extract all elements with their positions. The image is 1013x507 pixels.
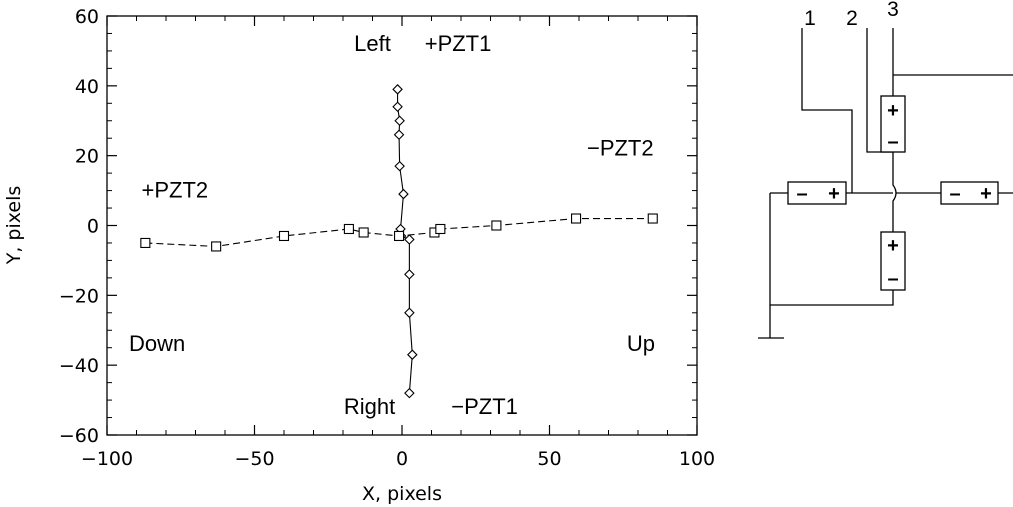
diamond-point	[394, 115, 405, 127]
diamond-point	[394, 160, 405, 172]
wire-bottom	[769, 193, 894, 306]
y-tick-label: 60	[75, 6, 99, 28]
y-axis-title: Y, pixels	[3, 186, 25, 266]
annotation-label: Right	[344, 394, 395, 419]
annotation-label: −PZT1	[451, 394, 518, 419]
wire-label-3: 3	[887, 0, 899, 21]
y-tick-label: 0	[87, 216, 99, 238]
scatter-chart: −100 −50 0 50 100 −60 −40 −20 0 20 40 60 X, pixels…	[3, 6, 715, 505]
square-point	[393, 230, 405, 242]
square-point	[211, 241, 222, 252]
svg-text:+: +	[887, 235, 899, 257]
y-axis: −60 −40 −20 0 20 40 60	[59, 6, 697, 447]
diamond-point	[392, 101, 403, 113]
diamond-point	[404, 269, 415, 280]
square-point	[435, 223, 446, 235]
y-tick-label: −20	[59, 285, 99, 307]
x-axis-title: X, pixels	[362, 483, 442, 505]
y-tick-label: −40	[59, 355, 99, 377]
x-tick-label: 0	[396, 448, 408, 470]
square-point	[358, 227, 369, 238]
pzt-wiring-diagram: 1 2 3 + – + – – + – +	[758, 0, 1013, 339]
square-point	[278, 230, 290, 242]
pzt-bottom: + –	[880, 231, 906, 291]
annotation-label: Up	[627, 331, 655, 356]
diamond-point	[404, 387, 415, 399]
diamond-point	[392, 84, 403, 95]
diamond-point	[407, 349, 418, 360]
svg-text:+: +	[828, 183, 840, 205]
square-point	[647, 213, 658, 224]
svg-text:–: –	[887, 268, 898, 290]
annotation-label: Left	[354, 31, 391, 56]
wire-label-1: 1	[804, 7, 816, 30]
pzt-right: – +	[940, 181, 999, 205]
y-tick-label: 20	[75, 146, 99, 168]
wire-1	[801, 28, 853, 193]
x-tick-label: 50	[537, 448, 561, 470]
diamond-point	[393, 129, 405, 140]
pzt-top: + –	[880, 95, 906, 153]
annotation-label: −PZT2	[587, 136, 654, 161]
square-point	[491, 220, 502, 231]
y-tick-label: −60	[59, 425, 99, 447]
svg-text:+: +	[887, 100, 899, 122]
series-layer	[140, 84, 658, 399]
annotation-label: +PZT1	[425, 31, 492, 56]
square-point	[140, 237, 151, 249]
square-point	[570, 213, 582, 224]
x-tick-label: 100	[679, 448, 715, 470]
svg-text:–: –	[949, 183, 960, 205]
svg-text:–: –	[887, 131, 898, 153]
x-tick-label: −50	[234, 448, 274, 470]
y-tick-label: 40	[75, 76, 99, 98]
x-tick-label: −100	[81, 448, 133, 470]
diamond-point	[398, 188, 409, 200]
square-point	[343, 223, 354, 235]
svg-text:+: +	[980, 183, 992, 205]
svg-text:–: –	[796, 183, 807, 205]
diamond-point	[404, 234, 415, 245]
diamond-point	[404, 307, 415, 319]
wire-label-2: 2	[846, 7, 858, 30]
wire-crossing-bump	[892, 152, 897, 232]
annotation-label: Down	[129, 331, 185, 356]
annotations: Left +PZT1 +PZT2 −PZT2 Down Up Right −PZT1	[129, 31, 655, 419]
pzt-left: – +	[787, 181, 847, 205]
x-axis: −100 −50 0 50 100	[81, 16, 715, 470]
annotation-label: +PZT2	[142, 178, 209, 203]
